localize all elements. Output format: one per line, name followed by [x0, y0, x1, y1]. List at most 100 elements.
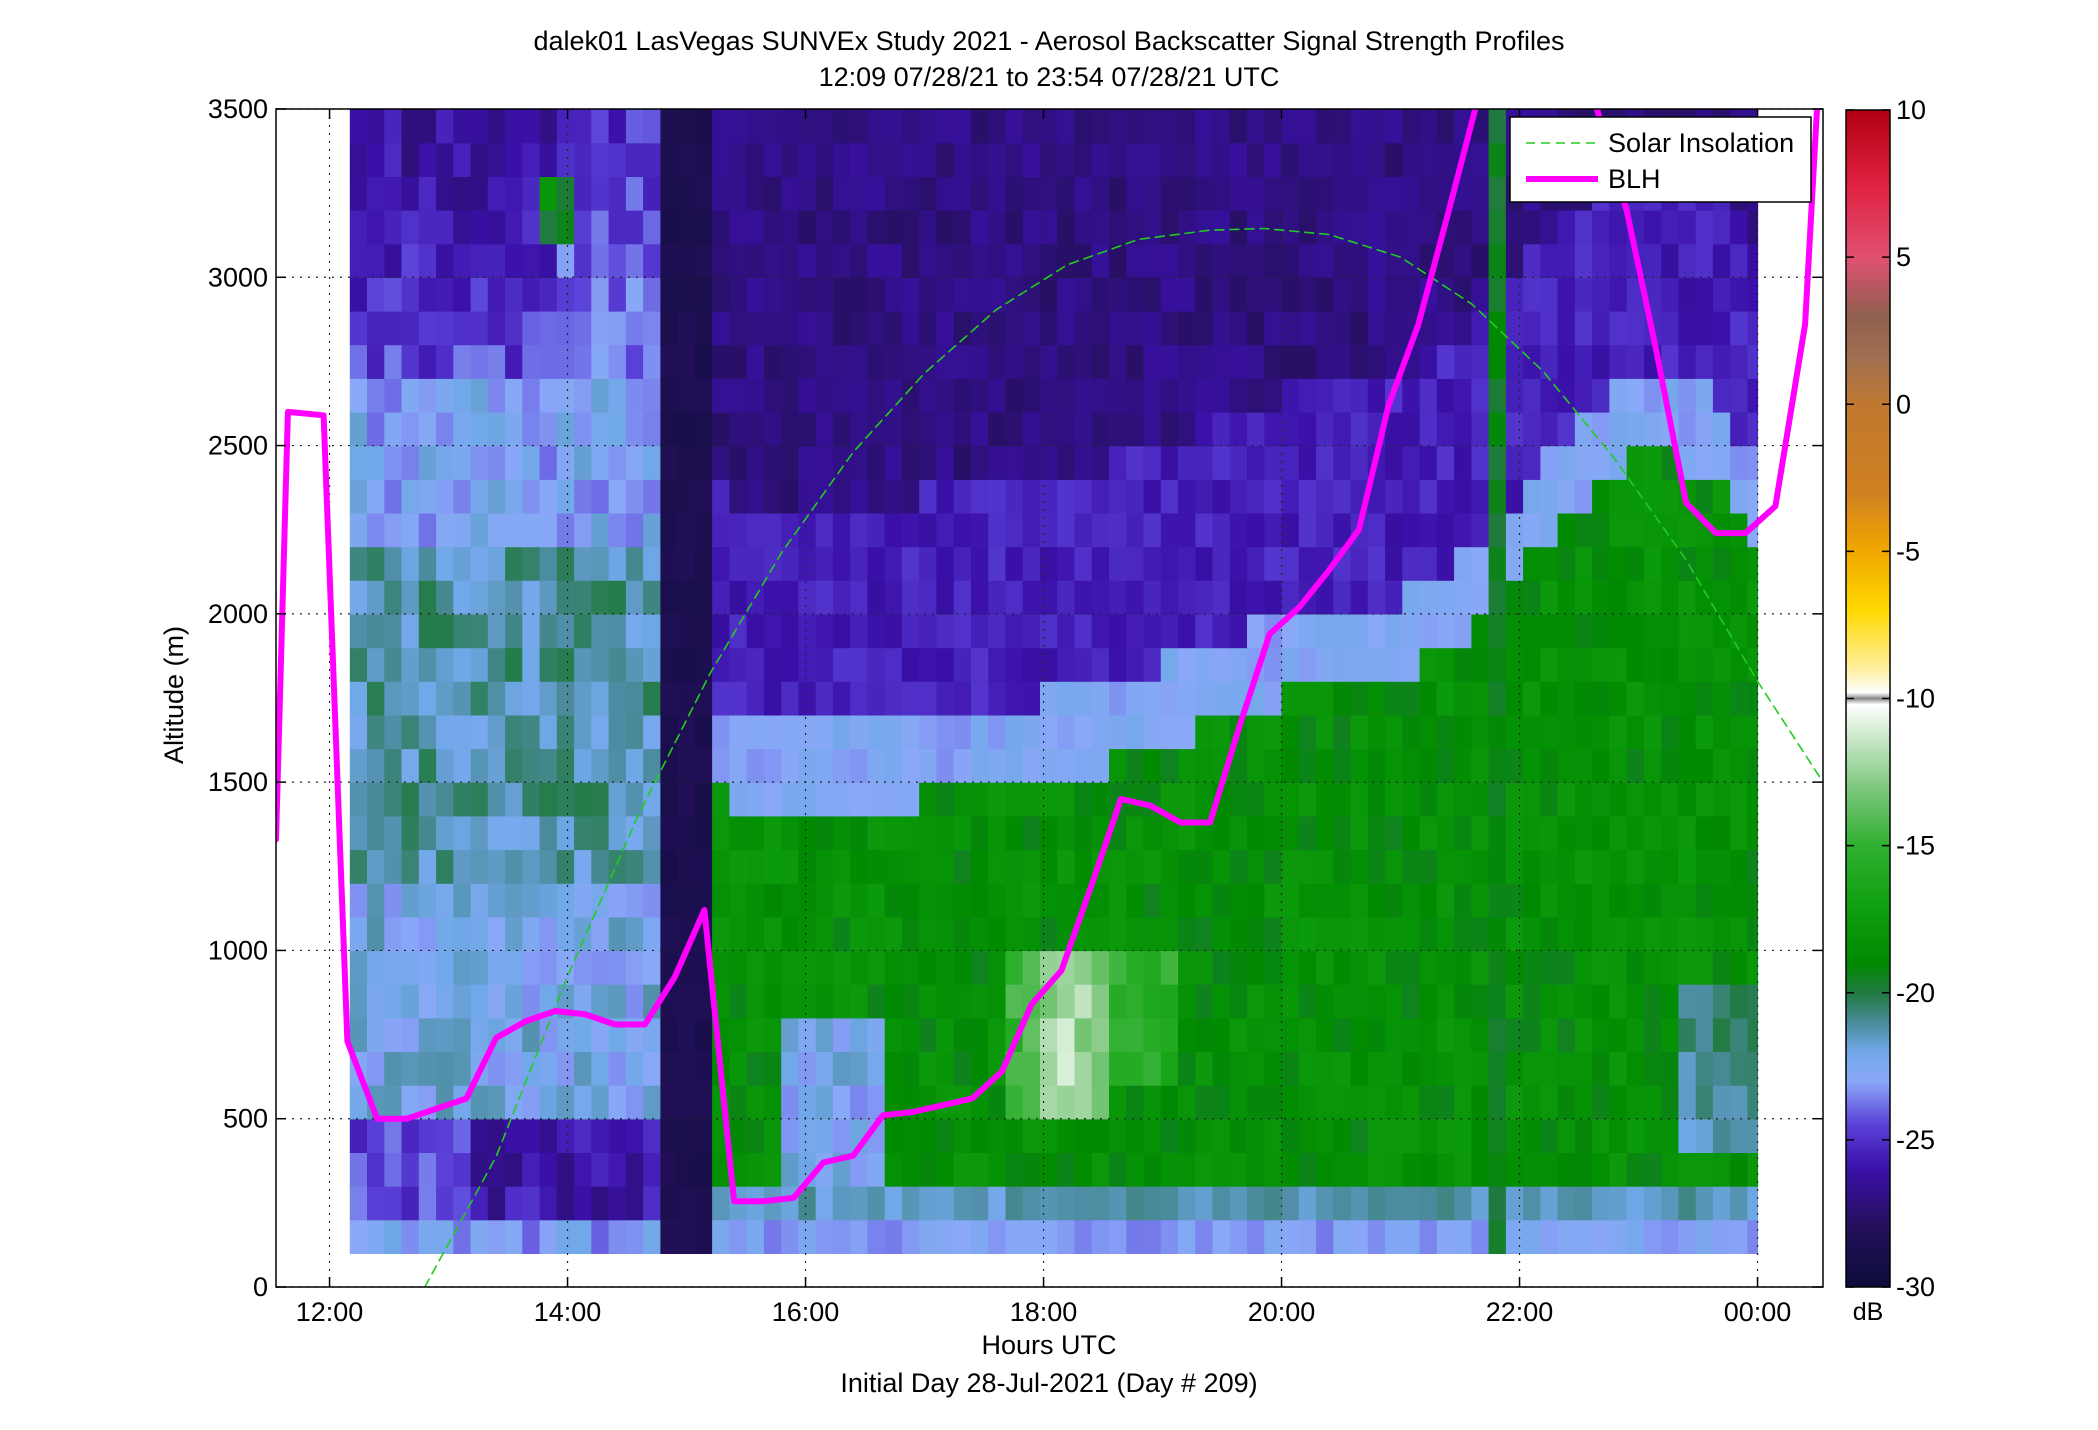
- heatmap-cell: [746, 310, 765, 346]
- heatmap-cell: [505, 1219, 523, 1254]
- heatmap-cell: [832, 378, 851, 413]
- heatmap-cell: [867, 344, 886, 379]
- heatmap-cell: [505, 479, 523, 514]
- heatmap-cell: [1160, 647, 1179, 682]
- x-tick-label: 20:00: [1248, 1297, 1316, 1327]
- heatmap-cell: [867, 681, 886, 716]
- heatmap-cell: [850, 782, 869, 817]
- heatmap-cell: [1229, 109, 1248, 144]
- heatmap-cell: [505, 714, 523, 750]
- heatmap-cell: [1678, 1219, 1697, 1254]
- heatmap-cell: [1298, 849, 1317, 884]
- heatmap-cell: [505, 142, 523, 177]
- heatmap-cell: [1281, 210, 1300, 245]
- heatmap-cell: [1195, 1219, 1214, 1254]
- heatmap-cell: [1505, 883, 1524, 918]
- heatmap-cell: [1212, 883, 1231, 918]
- heatmap-cell: [1712, 1085, 1731, 1120]
- heatmap-cell: [1333, 1051, 1352, 1086]
- heatmap-cell: [608, 1085, 627, 1120]
- heatmap-cell: [1454, 1219, 1472, 1254]
- heatmap-cell: [988, 210, 1007, 245]
- heatmap-cell: [1678, 647, 1697, 682]
- heatmap-cell: [763, 916, 782, 952]
- heatmap-cell: [1471, 815, 1490, 851]
- heatmap-cell: [1005, 277, 1024, 312]
- heatmap-cell: [1350, 714, 1369, 750]
- heatmap-cell: [1264, 243, 1283, 278]
- heatmap-cell: [1109, 445, 1127, 480]
- heatmap-cell: [1609, 748, 1628, 783]
- heatmap-cell: [1643, 243, 1662, 278]
- heatmap-cell: [1022, 950, 1041, 985]
- heatmap-cell: [1126, 580, 1145, 615]
- heatmap-cell: [1316, 714, 1334, 750]
- heatmap-cell: [884, 849, 903, 884]
- heatmap-cell: [1091, 310, 1110, 346]
- heatmap-cell: [1523, 950, 1541, 985]
- heatmap-cell: [953, 950, 972, 985]
- heatmap-cell: [1419, 411, 1438, 447]
- heatmap-cell: [470, 1085, 489, 1120]
- heatmap-cell: [1160, 176, 1179, 211]
- heatmap-cell: [487, 681, 506, 716]
- heatmap-cell: [712, 210, 730, 245]
- heatmap-cell: [971, 1118, 989, 1153]
- heatmap-cell: [1229, 277, 1248, 312]
- heatmap-cell: [867, 243, 886, 278]
- heatmap-cell: [487, 782, 506, 817]
- heatmap-cell: [1523, 681, 1541, 716]
- heatmap-cell: [1436, 445, 1455, 480]
- heatmap-cell: [1212, 1017, 1231, 1052]
- heatmap-cell: [453, 1219, 472, 1254]
- heatmap-cell: [643, 647, 661, 682]
- heatmap-cell: [936, 950, 955, 985]
- heatmap-cell: [556, 1118, 575, 1153]
- heatmap-cell: [384, 1051, 403, 1086]
- heatmap-cell: [781, 277, 800, 312]
- heatmap-cell: [953, 1186, 972, 1221]
- heatmap-cell: [505, 916, 523, 952]
- heatmap-cell: [936, 984, 955, 1019]
- heatmap-cell: [988, 479, 1007, 514]
- heatmap-cell: [1592, 310, 1610, 346]
- heatmap-cell: [1367, 580, 1386, 615]
- heatmap-cell: [1678, 344, 1697, 379]
- heatmap-cell: [1316, 1152, 1334, 1187]
- heatmap-cell: [418, 613, 437, 649]
- heatmap-cell: [1333, 681, 1352, 716]
- heatmap-cell: [815, 176, 834, 211]
- heatmap-cell: [1005, 714, 1024, 750]
- heatmap-cell: [453, 647, 472, 682]
- heatmap-cell: [643, 210, 661, 245]
- heatmap-cell: [971, 647, 989, 682]
- heatmap-cell: [1316, 310, 1334, 346]
- heatmap-cell: [522, 109, 541, 144]
- heatmap-cell: [1109, 210, 1127, 245]
- heatmap-cell: [1091, 613, 1110, 649]
- heatmap-cell: [1229, 344, 1248, 379]
- heatmap-cell: [1022, 378, 1041, 413]
- heatmap-cell: [746, 1219, 765, 1254]
- heatmap-cell: [694, 109, 713, 144]
- heatmap-cell: [505, 176, 523, 211]
- heatmap-cell: [1540, 1051, 1559, 1086]
- heatmap-cell: [1091, 580, 1110, 615]
- heatmap-cell: [1730, 445, 1749, 480]
- heatmap-cell: [574, 580, 592, 615]
- heatmap-cell: [815, 1017, 834, 1052]
- heatmap-cell: [1247, 613, 1265, 649]
- heatmap-cell: [1695, 613, 1714, 649]
- heatmap-cell: [487, 580, 506, 615]
- heatmap-cell: [1436, 714, 1455, 750]
- heatmap-cell: [1695, 512, 1714, 548]
- heatmap-cell: [1454, 1017, 1472, 1052]
- heatmap-cell: [1609, 344, 1628, 379]
- heatmap-cell: [1505, 1186, 1524, 1221]
- heatmap-cell: [1540, 883, 1559, 918]
- heatmap-cell: [1523, 815, 1541, 851]
- heatmap-cell: [1436, 950, 1455, 985]
- heatmap-cell: [1091, 344, 1110, 379]
- heatmap-cell: [418, 512, 437, 548]
- heatmap-cell: [1022, 1186, 1041, 1221]
